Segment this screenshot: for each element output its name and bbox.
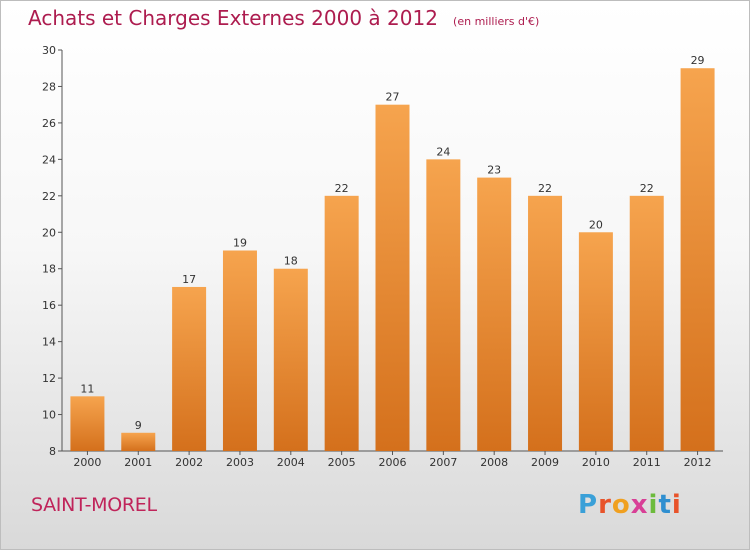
y-tick-label: 24 — [42, 153, 56, 166]
x-tick-label-2005: 2005 — [328, 456, 356, 469]
y-tick-label: 30 — [42, 44, 56, 57]
y-tick-label: 16 — [42, 299, 56, 312]
x-tick-label-2009: 2009 — [531, 456, 559, 469]
data-label-2005: 22 — [335, 182, 349, 195]
data-label-2006: 27 — [386, 91, 400, 104]
y-tick-label: 10 — [42, 409, 56, 422]
y-tick-label: 8 — [49, 445, 56, 458]
y-tick-label: 26 — [42, 117, 56, 130]
y-tick-label: 12 — [42, 372, 56, 385]
data-label-2012: 29 — [691, 54, 705, 67]
x-tick-label-2012: 2012 — [684, 456, 712, 469]
x-tick-label-2011: 2011 — [633, 456, 661, 469]
y-tick-label: 22 — [42, 190, 56, 203]
x-tick-label-2006: 2006 — [379, 456, 407, 469]
bar-2009 — [528, 195, 563, 451]
x-tick-label-2010: 2010 — [582, 456, 610, 469]
bar-2006 — [375, 104, 410, 451]
chart-subtitle: (en milliers d'€) — [453, 15, 540, 28]
chart-title: Achats et Charges Externes 2000 à 2012 — [28, 6, 438, 30]
data-label-2011: 22 — [640, 182, 654, 195]
data-label-2008: 23 — [487, 164, 501, 177]
bar-2010 — [578, 232, 613, 451]
data-label-2002: 17 — [182, 273, 196, 286]
bar-2003 — [222, 250, 257, 451]
x-tick-label-2002: 2002 — [175, 456, 203, 469]
chart-header: Achats et Charges Externes 2000 à 2012 (… — [28, 6, 539, 30]
bar-2008 — [477, 177, 512, 451]
y-tick-label: 20 — [42, 226, 56, 239]
bar-2012 — [680, 68, 715, 452]
data-label-2009: 22 — [538, 182, 552, 195]
x-tick-label-2003: 2003 — [226, 456, 254, 469]
bar-2001 — [121, 432, 156, 451]
proxiti-logo[interactable]: Proxiti — [578, 490, 682, 520]
x-tick-label-2001: 2001 — [124, 456, 152, 469]
x-tick-label-2008: 2008 — [480, 456, 508, 469]
commune-name: SAINT-MOREL — [31, 494, 157, 516]
data-label-2003: 19 — [233, 237, 247, 250]
x-tick-label-2007: 2007 — [429, 456, 457, 469]
data-label-2004: 18 — [284, 255, 298, 268]
data-label-2001: 9 — [135, 419, 142, 432]
bar-2007 — [426, 159, 461, 451]
y-tick-label: 14 — [42, 336, 56, 349]
bar-2004 — [273, 268, 308, 451]
x-tick-label-2004: 2004 — [277, 456, 305, 469]
y-tick-label: 18 — [42, 263, 56, 276]
bar-2011 — [629, 195, 664, 451]
data-label-2010: 20 — [589, 218, 603, 231]
bar-2002 — [172, 286, 207, 451]
bar-2005 — [324, 195, 359, 451]
chart-bars: 11 9 17 19 18 22 27 24 23 22 20 22 29 — [70, 54, 715, 452]
data-label-2007: 24 — [436, 145, 450, 158]
bar-2000 — [70, 396, 105, 451]
x-tick-label-2000: 2000 — [73, 456, 101, 469]
y-tick-label: 28 — [42, 80, 56, 93]
data-label-2000: 11 — [80, 382, 94, 395]
